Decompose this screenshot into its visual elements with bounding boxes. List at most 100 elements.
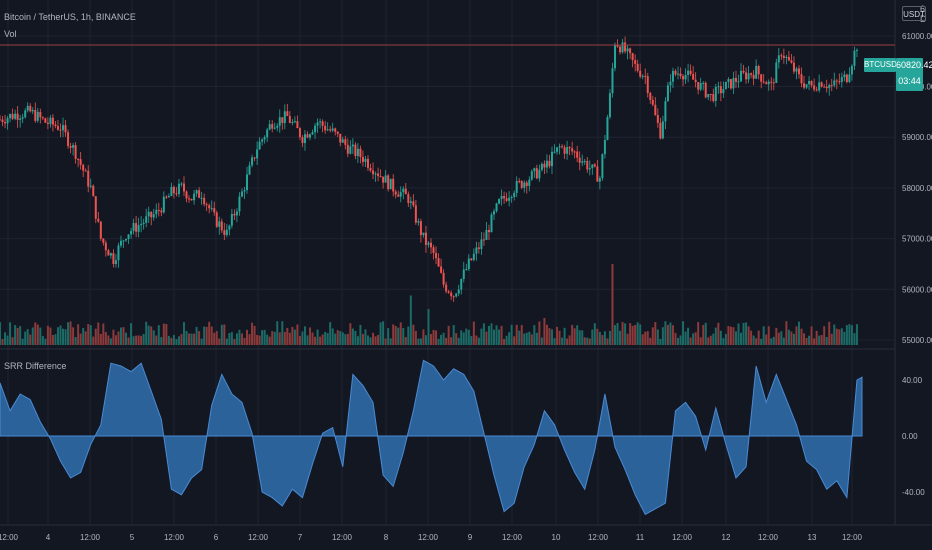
candle-body <box>369 167 372 171</box>
candle-body <box>568 147 571 149</box>
time-axis[interactable]: 12:00 4 12:00 5 12:00 6 12:00 7 12:00 8 12:00 9 12:0… <box>0 533 863 542</box>
candle-body <box>790 60 793 63</box>
candle-body <box>591 164 594 169</box>
candle-body <box>215 212 218 227</box>
volume-bar <box>452 325 455 345</box>
candle-body <box>828 85 831 89</box>
volume-bar <box>41 335 44 345</box>
volume-bar <box>576 325 579 345</box>
volume-bar <box>737 323 740 345</box>
volume-bar <box>188 333 191 345</box>
candle-body <box>288 116 291 123</box>
volume-bar <box>440 334 443 345</box>
candle-body <box>661 121 664 139</box>
volume-bar <box>505 335 508 345</box>
volume-bar <box>772 336 775 345</box>
candle-body <box>364 158 367 162</box>
candle-body <box>283 111 286 124</box>
volume-bar <box>218 338 221 345</box>
candle-body <box>666 85 669 102</box>
candle-body <box>460 278 463 290</box>
time-tick-label: 12:00 <box>80 533 101 542</box>
candle-body <box>644 75 647 77</box>
volume-bar <box>571 324 574 345</box>
volume-bar <box>104 332 107 345</box>
candle-body <box>155 209 158 215</box>
candle-body <box>729 79 732 89</box>
candle-body <box>46 122 49 125</box>
volume-bar <box>409 295 412 345</box>
candle-body <box>447 291 450 293</box>
volume-bar <box>636 322 639 345</box>
candle-body <box>344 139 347 145</box>
volume-bar <box>437 338 440 345</box>
candle-body <box>44 118 47 123</box>
volume-bar <box>331 328 334 345</box>
candle-body <box>467 258 470 269</box>
volume-bar <box>387 328 390 345</box>
candle-body <box>97 218 100 222</box>
candle-body <box>59 129 62 131</box>
bar-countdown: 03:44 <box>898 76 921 86</box>
volume-bar <box>51 335 54 345</box>
candle-body <box>127 234 130 240</box>
volume-bar <box>490 323 493 345</box>
volume-bar <box>19 326 22 345</box>
volume-bar <box>825 336 828 345</box>
candle-body <box>797 68 800 75</box>
candle-body <box>314 125 317 133</box>
indicator-title[interactable]: SRR Difference <box>4 361 67 371</box>
candle-body <box>293 121 296 123</box>
candle-body <box>104 242 107 251</box>
volume-bar <box>833 324 836 345</box>
candle-body <box>394 191 397 195</box>
volume-bar <box>314 336 317 345</box>
symbol-title[interactable]: Bitcoin / TetherUS, 1h, BINANCE <box>4 12 136 22</box>
time-tick-label: 12:00 <box>672 533 693 542</box>
candle-body <box>62 125 65 131</box>
volume-bar <box>293 329 296 345</box>
candle-body <box>432 247 435 253</box>
indicator-axis[interactable]: 40.00 0.00 -40.00 <box>902 376 925 497</box>
candle-body <box>213 208 216 213</box>
volume-bar <box>498 329 501 345</box>
volume-bar <box>94 328 97 345</box>
candle-body <box>641 75 644 77</box>
volume-bar <box>553 338 556 345</box>
candle-body <box>112 253 115 265</box>
candle-body <box>301 137 304 144</box>
candle-body <box>193 193 196 201</box>
volume-bars <box>0 264 858 345</box>
volume-bar <box>341 332 344 345</box>
candle-body <box>147 211 150 217</box>
volume-bar <box>810 326 813 345</box>
candle-body <box>608 93 611 118</box>
volume-bar <box>624 323 627 345</box>
candle-body <box>578 157 581 163</box>
candle-body <box>223 230 226 235</box>
volume-label[interactable]: Vol <box>4 29 17 39</box>
candle-body <box>326 129 329 131</box>
currency-button[interactable]: USDT <box>902 6 926 21</box>
candle-body <box>356 148 359 157</box>
time-tick-label: 12:00 <box>758 533 779 542</box>
candle-body <box>576 151 579 158</box>
candle-body <box>732 77 735 89</box>
volume-bar <box>797 321 800 345</box>
volume-bar <box>626 333 629 345</box>
price-candles <box>0 36 858 303</box>
candle-body <box>785 56 788 59</box>
candle-body <box>298 128 301 138</box>
candle-body <box>646 76 649 94</box>
volume-bar <box>477 337 480 345</box>
candle-body <box>820 82 823 87</box>
volume-bar <box>74 337 77 345</box>
candle-body <box>377 173 380 177</box>
candle-body <box>727 79 730 82</box>
candle-body <box>230 213 233 226</box>
volume-bar <box>503 338 506 345</box>
candle-body <box>24 110 27 118</box>
candle-body <box>853 50 856 66</box>
volume-bar <box>840 328 843 345</box>
